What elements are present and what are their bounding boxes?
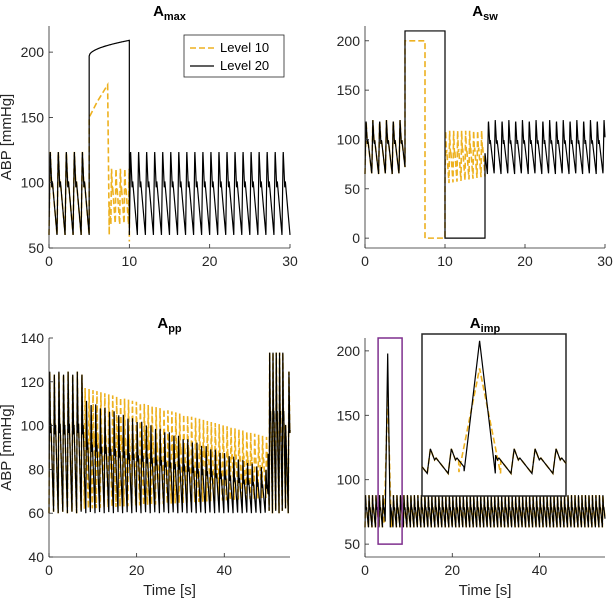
app-ytick-label: 140 (21, 330, 45, 346)
asw-ytick-label: 200 (337, 33, 361, 49)
app-ytick-label: 60 (28, 505, 44, 521)
amax-legend-box (183, 34, 285, 78)
app-title: App (157, 315, 182, 335)
legend-level10-label: Level 10 (220, 40, 269, 55)
aimp-xlabel: Time [s] (459, 582, 512, 599)
asw-xtick-label: 30 (597, 253, 613, 269)
asw-ytick-label: 0 (352, 230, 360, 246)
aimp-inset-level20 (421, 340, 567, 475)
amax-xtick-label: 20 (202, 253, 218, 269)
amax-ytick-label: 100 (21, 175, 45, 191)
aimp-ytick-label: 150 (337, 407, 361, 423)
aimp-zoom-window (377, 337, 403, 545)
amax-ytick-label: 50 (28, 240, 44, 256)
aimp-title: Aimp (470, 315, 501, 335)
panel-app: 0 20 40 40 60 80 100 120 140 App ABP [mmHg] Time [s… (0, 315, 291, 599)
amax-series-level20 (48, 39, 291, 235)
asw-series-level20 (364, 30, 606, 239)
aimp-xtick-label: 0 (361, 562, 369, 578)
aimp-ytick-label: 100 (337, 472, 361, 488)
asw-ytick-label: 150 (337, 82, 361, 98)
asw-xtick-label: 0 (361, 253, 369, 269)
panel-aimp: 0 20 40 50 100 150 200 Aimp Time [s] (337, 315, 606, 599)
app-xtick-label: 40 (216, 562, 232, 578)
asw-ytick-label: 50 (344, 181, 360, 197)
asw-xtick-label: 10 (437, 253, 453, 269)
amax-title: Amax (153, 3, 187, 23)
amax-ytick-label: 150 (21, 109, 45, 125)
app-ylabel: ABP [mmHg] (0, 404, 15, 490)
aimp-xtick-label: 40 (532, 562, 548, 578)
app-ytick-label: 100 (21, 418, 45, 434)
panel-asw: 0 10 20 30 0 50 100 150 200 Asw (337, 3, 613, 269)
asw-title: Asw (472, 3, 498, 23)
amax-xtick-label: 30 (282, 253, 298, 269)
app-xtick-label: 0 (45, 562, 53, 578)
amax-xtick-label: 0 (45, 253, 53, 269)
app-ytick-label: 120 (21, 374, 45, 390)
app-ytick-label: 80 (28, 461, 44, 477)
asw-ytick-label: 100 (337, 131, 361, 147)
aimp-series-level20 (364, 353, 606, 528)
asw-series-level10 (364, 40, 486, 239)
amax-xtick-label: 10 (122, 253, 138, 269)
asw-xtick-label: 20 (517, 253, 533, 269)
aimp-inset (421, 333, 567, 497)
amax-ylabel: ABP [mmHg] (0, 94, 15, 180)
aimp-xtick-label: 20 (444, 562, 460, 578)
aimp-ytick-label: 200 (337, 343, 361, 359)
amax-ytick-label: 200 (21, 44, 45, 60)
amax-legend: Level 10 Level 20 (183, 34, 285, 78)
legend-level20-label: Level 20 (220, 58, 269, 73)
panel-amax: 0 10 20 30 50 100 150 200 Amax ABP [mmHg] Level 10… (0, 3, 298, 269)
aimp-inset-frame (421, 333, 567, 497)
app-series-level20 (48, 352, 291, 514)
app-xlabel: Time [s] (143, 582, 196, 599)
app-ytick-label: 40 (28, 549, 44, 565)
aimp-ytick-label: 50 (344, 536, 360, 552)
app-xtick-label: 20 (129, 562, 145, 578)
